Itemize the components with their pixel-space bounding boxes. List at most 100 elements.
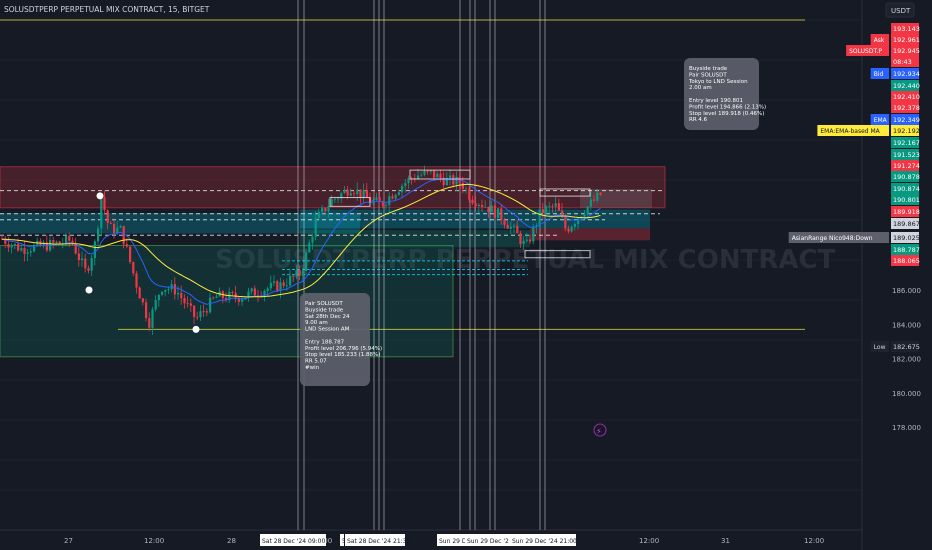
candle-body <box>311 236 314 243</box>
candle-body <box>71 240 74 244</box>
price-badge-label-bg <box>870 341 889 352</box>
candle-body <box>484 206 487 208</box>
price-tick-label: 186.000 <box>892 287 921 295</box>
pivot-marker <box>85 286 93 294</box>
candle-body <box>141 298 144 303</box>
candle-body <box>17 243 20 251</box>
candle-body <box>471 199 474 204</box>
candle-body <box>90 258 93 271</box>
price-badge <box>891 56 919 67</box>
time-label-bg <box>510 534 576 546</box>
candle-body <box>183 298 186 304</box>
price-badge <box>891 341 919 352</box>
ema-line <box>1 178 601 305</box>
candle-body <box>385 204 388 206</box>
candle-body <box>154 300 157 310</box>
candle-body <box>586 206 589 215</box>
price-badge-text: 192.349 <box>893 116 920 124</box>
candle-body <box>26 252 29 254</box>
candle-body <box>129 246 132 262</box>
chart-watermark: SOLUSDTPERP PERPETUAL MIX CONTRACT <box>215 245 836 275</box>
candle-body <box>132 261 135 274</box>
candle-body <box>426 170 429 172</box>
pivot-marker <box>192 325 200 333</box>
price-badge <box>891 45 919 56</box>
price-badge-label-bg <box>870 34 889 45</box>
candle-body <box>74 243 77 254</box>
trade-note-1-line: Profit level 194.866 (2.13%) <box>689 104 766 110</box>
candle-body <box>372 200 375 203</box>
price-badge-text: 192.934 <box>893 70 920 78</box>
candle-body <box>474 203 477 207</box>
price-badge-text: 190.801 <box>893 196 920 204</box>
price-badge-label: Low <box>874 344 886 351</box>
candle-body <box>157 294 160 301</box>
currency-button[interactable] <box>885 2 915 18</box>
price-badge-text: 192.945 <box>893 47 920 55</box>
candle-body <box>397 192 400 195</box>
price-badge <box>891 114 919 125</box>
price-tick-label: 178.000 <box>892 424 921 432</box>
candle-body <box>513 225 516 227</box>
time-tick-label: 28 <box>227 537 236 545</box>
price-badge-text: 188.065 <box>893 257 920 265</box>
price-tick-label: 180.000 <box>892 390 921 398</box>
price-badge-text: 189.025 <box>893 234 920 242</box>
candle-body <box>276 281 279 291</box>
candle-body <box>381 201 384 206</box>
price-badge <box>891 137 919 148</box>
time-label: Sun 29 Dec '24 21:00 <box>512 538 577 545</box>
candle-body <box>100 197 103 229</box>
candle-body <box>362 189 365 198</box>
trade-note-2-line: Buyside trade <box>305 307 344 313</box>
candle-body <box>404 183 407 186</box>
candle-body <box>436 173 439 178</box>
price-badge-text: 192.192 <box>893 127 920 135</box>
candle-body <box>269 282 272 289</box>
candle-body <box>298 270 301 276</box>
trade-note-1-line: Entry level 190.801 <box>689 98 743 104</box>
candle-body <box>138 287 141 299</box>
candle-body <box>317 211 320 219</box>
price-badge-text: 190.878 <box>893 173 920 181</box>
time-label-bg <box>260 534 326 546</box>
candle-body <box>570 226 573 232</box>
candle-body <box>247 291 250 298</box>
candle-body <box>23 248 26 254</box>
candle-body <box>327 206 330 212</box>
candle-body <box>10 245 13 248</box>
candle-body <box>321 207 324 212</box>
candle-body <box>209 297 212 313</box>
time-label: 5 <box>342 538 346 545</box>
candle-body <box>532 226 535 242</box>
candle-body <box>551 205 554 207</box>
candle-body <box>231 291 234 293</box>
trade-note-2-line: 9.00 am <box>305 320 328 326</box>
candle-body <box>503 219 506 225</box>
price-badge <box>891 68 919 79</box>
time-label-bg <box>465 534 511 546</box>
candle-body <box>285 285 288 287</box>
entry-zone-cyan <box>0 212 360 234</box>
candle-body <box>577 218 580 225</box>
time-label-bg <box>345 534 405 546</box>
candle-body <box>433 170 436 178</box>
candle-body <box>455 176 458 185</box>
candle-body <box>87 268 90 271</box>
candle-body <box>573 224 576 227</box>
trade-note-1-box <box>684 58 759 130</box>
flash-marker[interactable] <box>593 423 607 437</box>
candle-body <box>122 226 125 245</box>
candle-body <box>442 177 445 186</box>
price-badge-text: 192.410 <box>893 93 920 101</box>
chart-title: SOLUSDTPERP PERPETUAL MIX CONTRACT, 15, … <box>4 5 210 14</box>
candle-body <box>564 217 567 229</box>
candle-body <box>250 288 253 292</box>
price-badge <box>891 102 919 113</box>
candle-body <box>394 194 397 199</box>
candle-body <box>365 189 368 198</box>
candle-body <box>596 192 599 201</box>
price-badge-text: 191.523 <box>893 151 920 159</box>
price-badge <box>891 23 919 34</box>
